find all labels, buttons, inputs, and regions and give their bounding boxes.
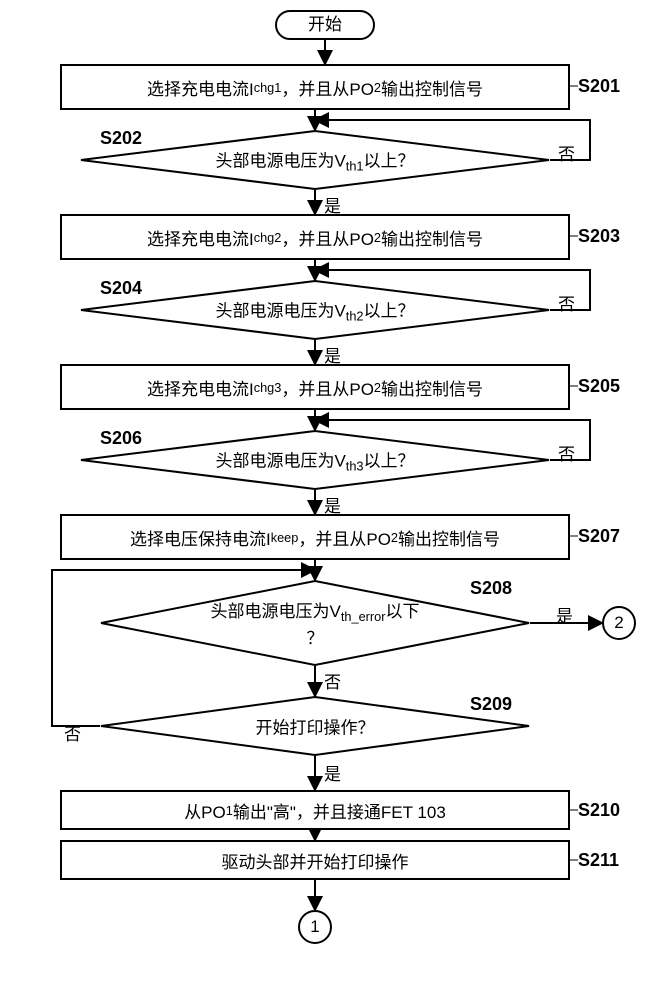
- step-label-S209: S209: [470, 694, 512, 715]
- step-label-S211: S211: [578, 850, 619, 871]
- edge-label-s204_no: 否: [558, 290, 575, 315]
- step-label-S206: S206: [100, 428, 142, 449]
- node-s211: 驱动头部并开始打印操作: [60, 840, 570, 880]
- node-s210: 从PO1输出"高"，并且接通FET 103: [60, 790, 570, 830]
- node-conn1: 1: [298, 910, 332, 944]
- node-s205: 选择充电电流Ichg3，并且从PO2输出控制信号: [60, 364, 570, 410]
- step-label-S208: S208: [470, 578, 512, 599]
- node-s203: 选择充电电流Ichg2，并且从PO2输出控制信号: [60, 214, 570, 260]
- node-s206: 头部电源电压为Vth3以上？: [80, 430, 550, 490]
- node-s204: 头部电源电压为Vth2以上？: [80, 280, 550, 340]
- node-s202: 头部电源电压为Vth1以上？: [80, 130, 550, 190]
- edge-label-s209_no: 否: [64, 720, 81, 745]
- edge-label-s208_yes: 是: [556, 602, 573, 627]
- step-label-S207: S207: [578, 526, 620, 547]
- edge-label-s209_yes: 是: [324, 760, 341, 785]
- node-conn2: 2: [602, 606, 636, 640]
- step-label-S205: S205: [578, 376, 620, 397]
- edge-label-s202_yes: 是: [324, 192, 341, 217]
- flowchart-canvas: 开始选择充电电流Ichg1，并且从PO2输出控制信号头部电源电压为Vth1以上？…: [0, 0, 649, 1000]
- step-label-S210: S210: [578, 800, 620, 821]
- step-label-S204: S204: [100, 278, 142, 299]
- edge-label-s206_no: 否: [558, 440, 575, 465]
- node-start: 开始: [275, 10, 375, 40]
- node-s207: 选择电压保持电流Ikeep，并且从PO2输出控制信号: [60, 514, 570, 560]
- step-label-S202: S202: [100, 128, 142, 149]
- node-s208: 头部电源电压为Vth_error以下？: [100, 580, 530, 666]
- node-s201: 选择充电电流Ichg1，并且从PO2输出控制信号: [60, 64, 570, 110]
- step-label-S203: S203: [578, 226, 620, 247]
- node-s209: 开始打印操作？: [100, 696, 530, 756]
- edge-label-s208_no: 否: [324, 668, 341, 693]
- edge-label-s204_yes: 是: [324, 342, 341, 367]
- edge-label-s206_yes: 是: [324, 492, 341, 517]
- step-label-S201: S201: [578, 76, 620, 97]
- edge-label-s202_no: 否: [558, 140, 575, 165]
